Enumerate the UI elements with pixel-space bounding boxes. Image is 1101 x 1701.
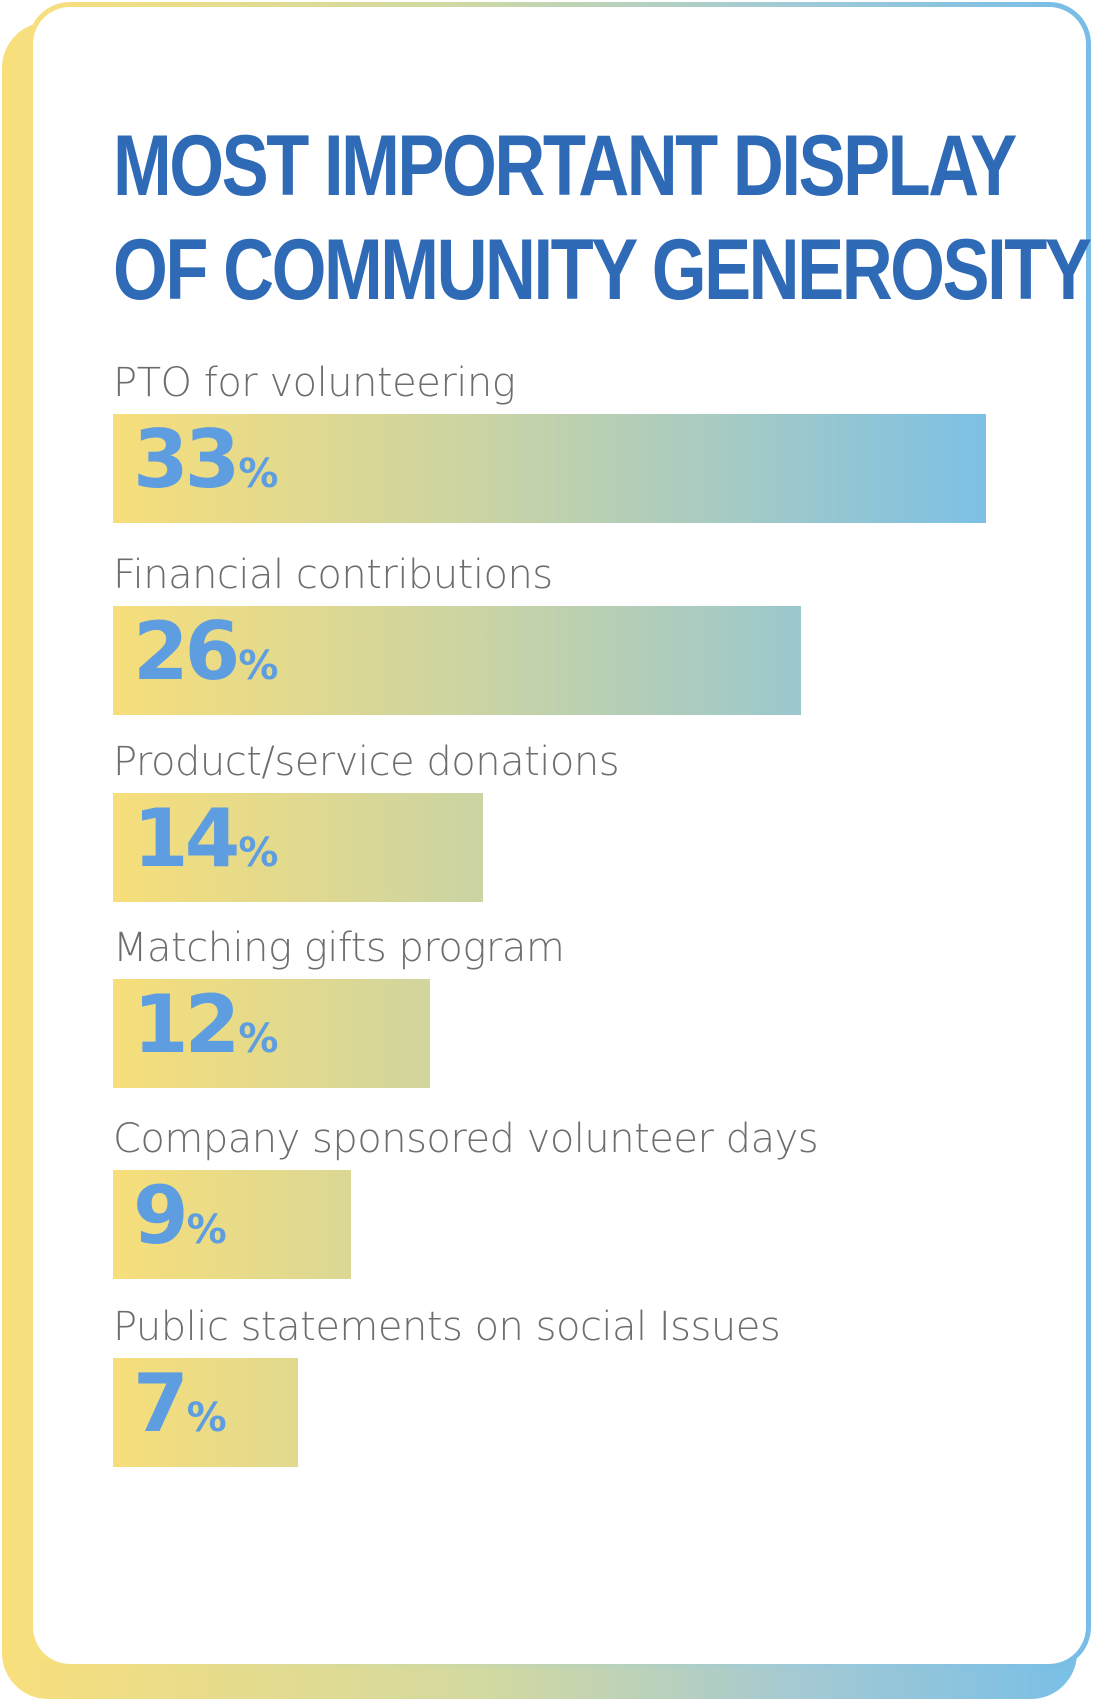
bar-value-number: 26: [133, 605, 240, 698]
bar-value-percent-sign: %: [186, 1207, 227, 1253]
bar-value-percent-sign: %: [238, 643, 279, 689]
bar: 26%: [113, 606, 801, 715]
bar-value-label: 12%: [133, 985, 278, 1065]
bar: 7%: [113, 1358, 298, 1467]
bar-value-percent-sign: %: [238, 1016, 279, 1062]
bar-value-percent-sign: %: [238, 830, 279, 876]
category-label: Public statements on social Issues: [113, 1304, 781, 1350]
bar-value-label: 7%: [133, 1364, 227, 1444]
bar-value-percent-sign: %: [238, 451, 279, 497]
bar-value-number: 12: [133, 978, 240, 1071]
category-label: Matching gifts program: [113, 925, 565, 971]
bar-value-number: 14: [133, 792, 240, 885]
bar-value-label: 14%: [133, 799, 278, 879]
category-label: PTO for volunteering: [113, 360, 516, 406]
bar-value-number: 33: [133, 413, 240, 506]
category-label: Financial contributions: [113, 552, 553, 598]
category-label: Company sponsored volunteer days: [113, 1116, 819, 1162]
category-label: Product/service donations: [113, 739, 620, 785]
bar: 12%: [113, 979, 430, 1088]
bar-value-number: 9: [133, 1169, 189, 1262]
bar: 33%: [113, 414, 986, 523]
bar-value-number: 7: [133, 1357, 189, 1450]
bar-value-percent-sign: %: [186, 1395, 227, 1441]
bar-value-label: 33%: [133, 420, 278, 500]
bar: 9%: [113, 1170, 351, 1279]
bar-value-label: 9%: [133, 1176, 227, 1256]
bar-value-label: 26%: [133, 612, 278, 692]
bar: 14%: [113, 793, 483, 902]
